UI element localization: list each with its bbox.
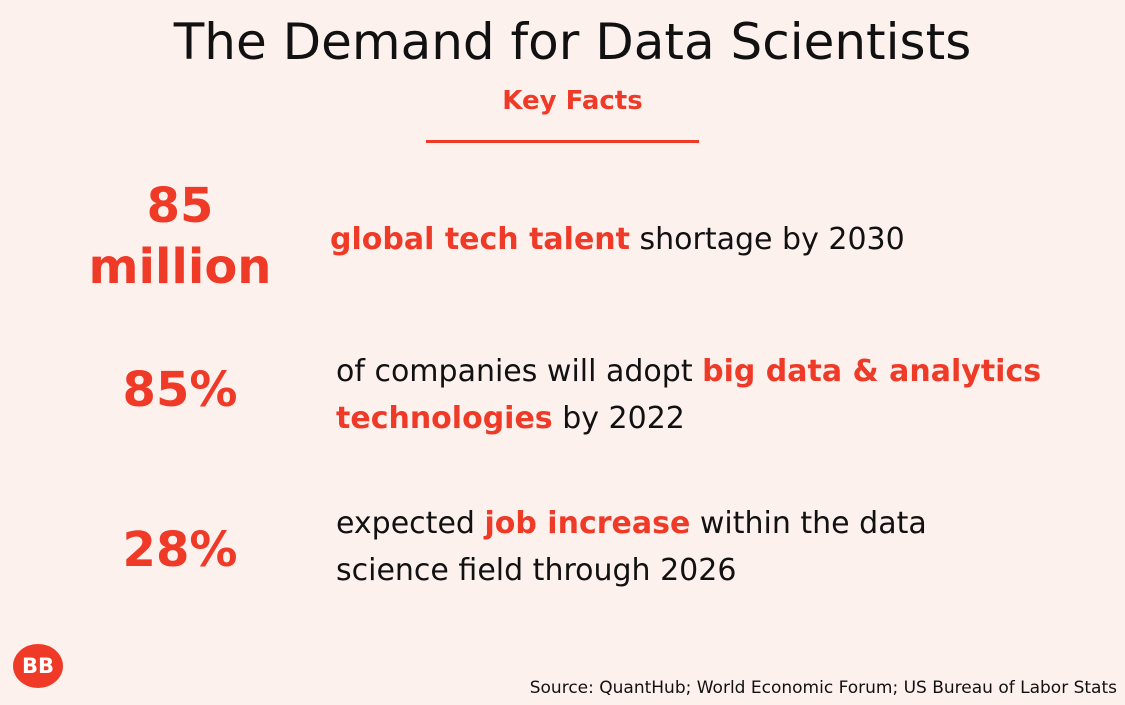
fact-2-text-before: of companies will adopt xyxy=(336,354,703,389)
fact-3-line-1: expected job increase within the data xyxy=(336,501,927,548)
fact-3-highlight: job increase xyxy=(484,506,691,541)
fact-1-text: global tech talent shortage by 2030 xyxy=(330,217,905,264)
fact-3-value: 28% xyxy=(122,522,238,578)
page-title: The Demand for Data Scientists xyxy=(173,13,972,71)
fact-1-rest: shortage by 2030 xyxy=(630,222,905,257)
fact-3-text-after-line1: within the data xyxy=(690,506,927,541)
title-divider xyxy=(426,140,699,143)
fact-2-line-2: technologies by 2022 xyxy=(336,396,1041,443)
fact-3-line-2: science field through 2026 xyxy=(336,552,737,588)
fact-3-text: expected job increase within the data sc… xyxy=(336,501,927,594)
fact-2-text: of companies will adopt big data & analy… xyxy=(336,349,1041,442)
fact-1-value-line2: million xyxy=(88,239,272,296)
fact-2-text-after: by 2022 xyxy=(552,400,685,436)
page-subtitle: Key Facts xyxy=(502,86,643,116)
fact-1-value: 85 million xyxy=(70,176,290,299)
bb-logo: BB xyxy=(13,644,63,688)
fact-1-value-line1: 85 xyxy=(146,178,214,234)
fact-2-value: 85% xyxy=(122,362,238,418)
source-citation: Source: QuantHub; World Economic Forum; … xyxy=(529,678,1117,698)
fact-2-highlight-1: big data & analytics xyxy=(702,354,1042,389)
fact-2-line-1: of companies will adopt big data & analy… xyxy=(336,349,1041,396)
fact-3-text-before: expected xyxy=(336,506,485,541)
fact-2-highlight-2: technologies xyxy=(336,400,553,436)
fact-1-highlight: global tech talent xyxy=(330,222,630,257)
